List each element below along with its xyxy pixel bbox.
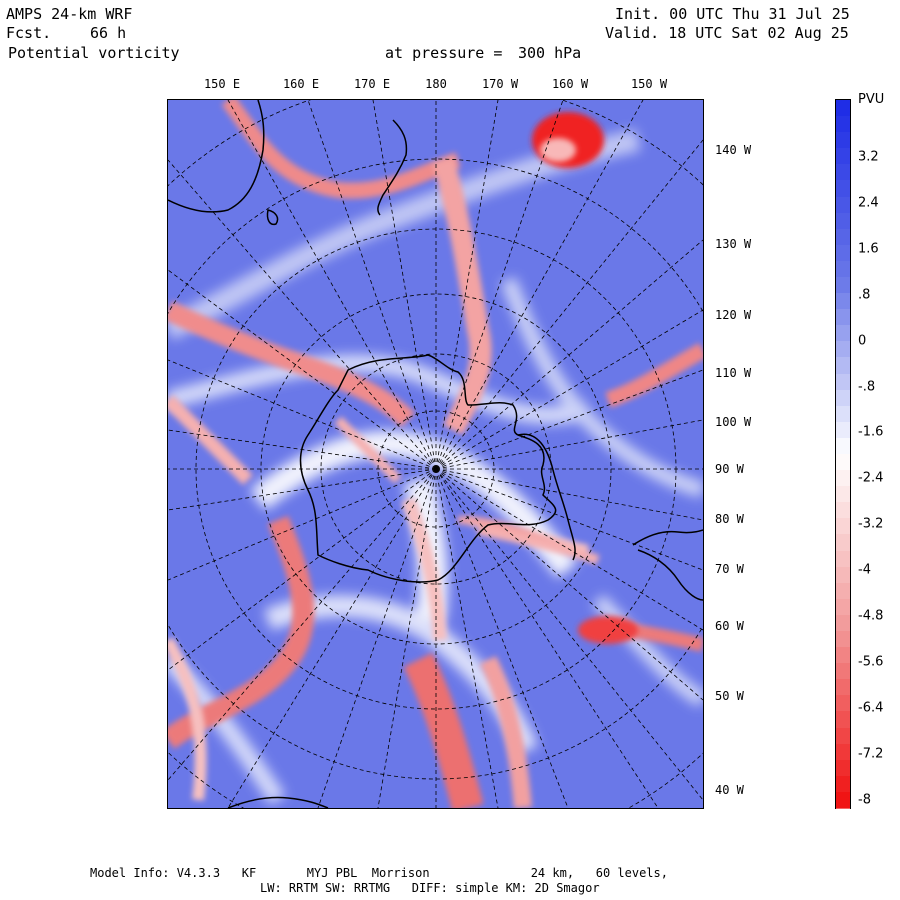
side-lon-label: 120 W <box>715 308 752 322</box>
side-lon-label: 70 W <box>715 562 744 576</box>
colorbar-segment <box>836 244 850 263</box>
colorbar-segment <box>836 775 850 794</box>
peninsula-coastline <box>517 433 576 561</box>
side-lon-label: 80 W <box>715 512 744 526</box>
colorbar-segment <box>836 277 850 295</box>
south-america-coastline <box>632 529 703 601</box>
colorbar-tick: -4.8 <box>858 608 884 624</box>
colorbar-tick: 2.4 <box>858 195 879 211</box>
colorbar-segment <box>836 614 850 633</box>
colorbar-segment <box>836 518 850 536</box>
side-lon-label: 130 W <box>715 237 752 251</box>
colorbar-tick: -5.6 <box>858 654 884 670</box>
colorbar-segment <box>836 502 850 520</box>
field-name: Potential vorticity <box>8 44 180 62</box>
new-zealand-coastline <box>377 119 408 216</box>
colorbar-segment <box>836 743 850 762</box>
lon-label: 160 W <box>551 77 589 91</box>
colorbar-tick: -7.2 <box>858 746 884 762</box>
colorbar-segment <box>836 534 850 553</box>
side-lon-label: 40 W <box>715 783 744 797</box>
colorbar-tick: 0 <box>858 333 867 349</box>
colorbar-segment <box>836 405 850 424</box>
colorbar-tick: -3.2 <box>858 516 884 532</box>
colorbar-segment <box>836 679 850 697</box>
lon-label: 180 <box>425 77 447 91</box>
colorbar-tick: 1.6 <box>858 241 879 257</box>
colorbar-segment <box>836 759 850 778</box>
lon-label: 150 E <box>203 77 241 91</box>
side-lon-label: 100 W <box>715 415 752 429</box>
colorbar-segment <box>836 550 850 569</box>
colorbar-segment <box>836 180 850 199</box>
colorbar-segment <box>836 357 850 376</box>
model-info-line2: LW: RRTM SW: RRTMG DIFF: simple KM: 2D S… <box>260 881 600 895</box>
colorbar-segment <box>836 791 850 810</box>
colorbar-segment <box>836 164 850 182</box>
colorbar-segment <box>836 454 850 472</box>
colorbar-segment <box>836 486 850 504</box>
valid-time: Valid. 18 UTC Sat 02 Aug 25 <box>605 24 849 42</box>
forecast-label: Fcst. <box>6 24 52 42</box>
lon-label: 160 E <box>282 77 320 91</box>
colorbar-segment <box>836 196 850 215</box>
colorbar-segment <box>836 711 850 730</box>
colorbar-segment <box>836 228 850 247</box>
colorbar <box>835 99 851 810</box>
model-info-line1: Model Info: V4.3.3 KF MYJ PBL Morrison 2… <box>90 866 668 880</box>
colorbar-segment <box>836 663 850 681</box>
colorbar-segment <box>836 293 850 311</box>
bottom-coastline <box>227 796 329 808</box>
australia-coastline <box>168 100 265 213</box>
colorbar-segment <box>836 212 850 231</box>
colorbar-segment <box>836 695 850 713</box>
lon-label: 170 E <box>353 77 391 91</box>
pv-map <box>167 99 704 809</box>
colorbar-segment <box>836 582 850 601</box>
colorbar-segment <box>836 470 850 488</box>
pressure-value: 300 hPa <box>518 44 582 62</box>
side-lon-label: 60 W <box>715 619 744 633</box>
colorbar-segment <box>836 598 850 617</box>
colorbar-segment <box>836 647 850 665</box>
colorbar-tick: -6.4 <box>858 700 884 716</box>
colorbar-segment <box>836 325 850 343</box>
antarctica-coastline <box>299 354 557 583</box>
colorbar-segment <box>836 421 850 440</box>
colorbar-tick: -1.6 <box>858 424 884 440</box>
colorbar-segment <box>836 116 850 134</box>
colorbar-segment <box>836 341 850 359</box>
colorbar-segment <box>836 389 850 408</box>
pv-field-svg <box>168 100 703 808</box>
tasmania-coastline <box>266 209 279 226</box>
init-time: Init. 00 UTC Thu 31 Jul 25 <box>615 5 850 23</box>
colorbar-segment <box>836 260 850 279</box>
model-title: AMPS 24-km WRF <box>6 5 133 23</box>
colorbar-segment <box>836 437 850 456</box>
colorbar-segment <box>836 132 850 150</box>
side-lon-label: 110 W <box>715 366 752 380</box>
colorbar-tick: .8 <box>858 287 871 303</box>
pv-negative-streamers <box>168 100 703 808</box>
side-lon-label: 90 W <box>715 462 744 476</box>
side-lon-label: 50 W <box>715 689 744 703</box>
colorbar-segment <box>836 373 850 392</box>
pressure-label: at pressure = <box>385 44 503 62</box>
colorbar-segment <box>836 566 850 585</box>
colorbar-tick: -4 <box>858 562 871 578</box>
colorbar-units: PVU <box>858 92 885 107</box>
colorbar-segment <box>836 727 850 746</box>
forecast-hour: 66 h <box>90 24 127 42</box>
colorbar-segment <box>836 148 850 166</box>
colorbar-segment <box>836 631 850 649</box>
colorbar-tick: -8 <box>858 792 871 808</box>
lon-label: 150 W <box>630 77 668 91</box>
colorbar-segment <box>836 309 850 327</box>
colorbar-tick: -2.4 <box>858 470 884 486</box>
colorbar-segment <box>836 100 850 118</box>
colorbar-tick: 3.2 <box>858 149 879 165</box>
lon-label: 170 W <box>481 77 519 91</box>
side-lon-label: 140 W <box>715 143 752 157</box>
colorbar-tick: -.8 <box>858 379 876 394</box>
